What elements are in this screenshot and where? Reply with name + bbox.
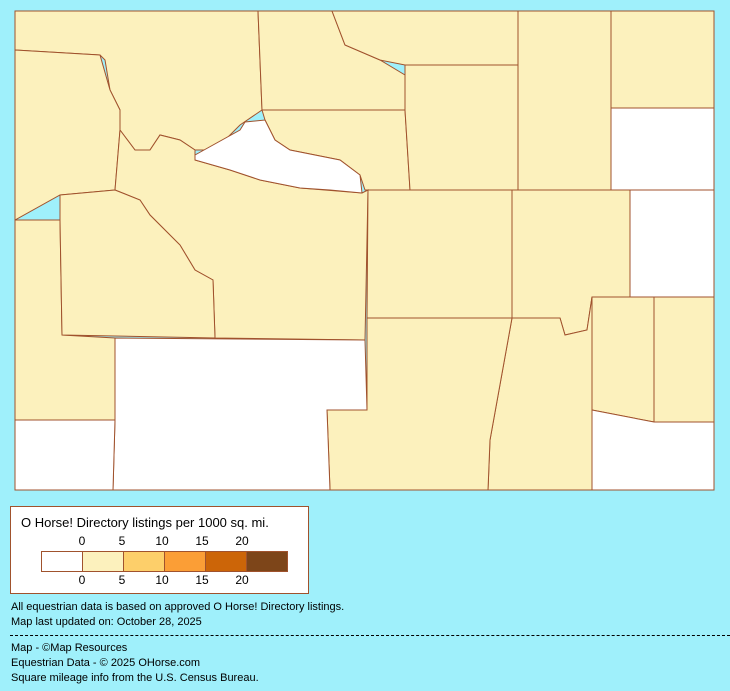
county-region[interactable]: [610, 107, 715, 191]
legend-tick-label: 0: [78, 534, 86, 548]
legend-tick-label: 5: [118, 573, 126, 587]
legend-tick-label: 0: [78, 573, 86, 587]
legend-swatch: [124, 552, 165, 571]
legend-tick-label: 20: [235, 573, 249, 587]
county-region[interactable]: [591, 296, 655, 423]
legend-swatch: [206, 552, 247, 571]
legend-swatches: [41, 551, 288, 572]
legend-tick-label: 5: [118, 534, 126, 548]
county-region[interactable]: [591, 409, 715, 491]
divider: [10, 635, 730, 636]
data-credit: Equestrian Data - © 2025 OHorse.com: [11, 657, 201, 669]
legend-tick-label: 10: [155, 573, 169, 587]
legend-tick-label: 10: [155, 534, 169, 548]
state-outline: [14, 10, 715, 491]
census-credit: Square mileage info from the U.S. Census…: [11, 672, 259, 684]
county-region[interactable]: [59, 189, 216, 339]
county-region[interactable]: [404, 64, 519, 191]
county-region[interactable]: [194, 119, 363, 194]
legend-tick-label: 15: [195, 534, 209, 548]
legend-swatch: [247, 552, 287, 571]
legend-swatch: [83, 552, 124, 571]
county-map: [14, 10, 715, 491]
last-updated: Map last updated on: October 28, 2025: [11, 616, 202, 628]
map-credit: Map - ©Map Resources: [11, 642, 128, 654]
legend: O Horse! Directory listings per 1000 sq.…: [10, 506, 309, 594]
legend-tick-label: 15: [195, 573, 209, 587]
data-note: All equestrian data is based on approved…: [11, 601, 345, 613]
county-region[interactable]: [14, 419, 116, 491]
county-region[interactable]: [610, 10, 715, 109]
legend-swatch: [165, 552, 206, 571]
legend-swatch: [42, 552, 83, 571]
county-region[interactable]: [629, 189, 715, 298]
county-region[interactable]: [366, 189, 513, 319]
county-region[interactable]: [517, 10, 612, 191]
county-region[interactable]: [653, 296, 715, 423]
legend-tick-label: 20: [235, 534, 249, 548]
legend-title: O Horse! Directory listings per 1000 sq.…: [21, 515, 269, 530]
